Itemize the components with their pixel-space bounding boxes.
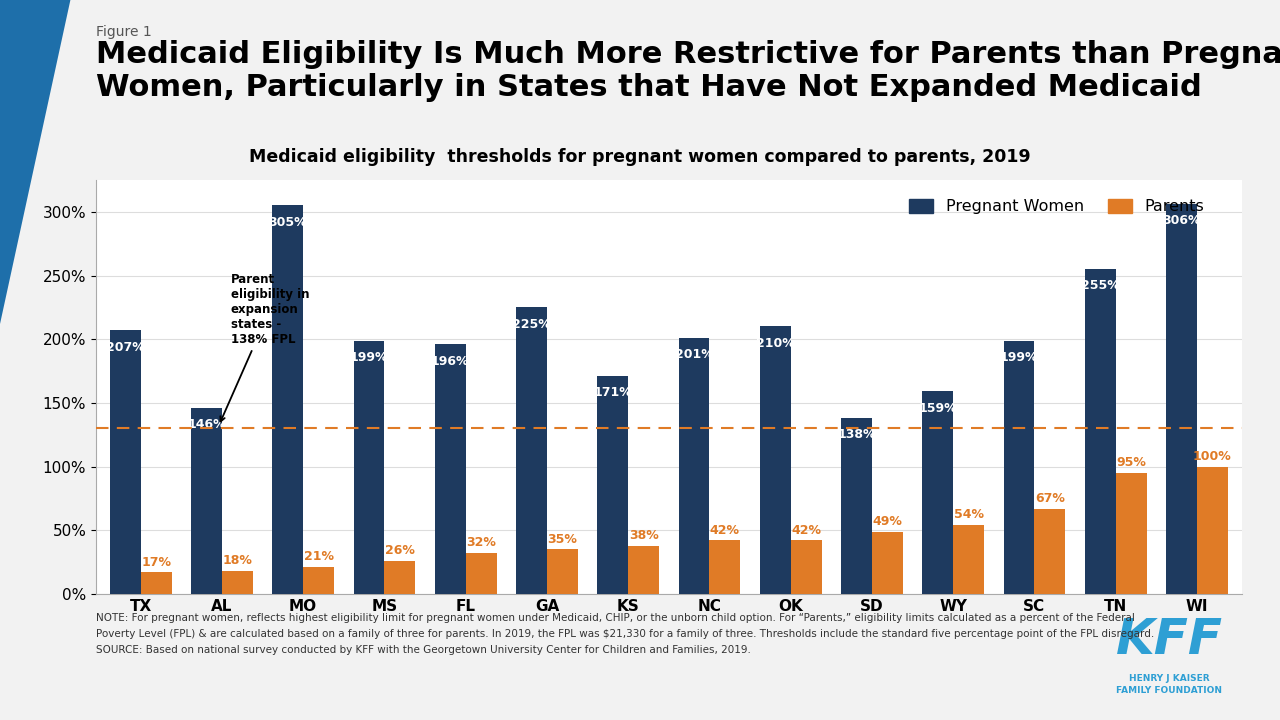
Text: SOURCE: Based on national survey conducted by KFF with the Georgetown University: SOURCE: Based on national survey conduct… xyxy=(96,645,751,655)
Bar xyxy=(628,546,659,594)
Bar xyxy=(923,392,954,594)
Text: 17%: 17% xyxy=(141,556,172,569)
Bar xyxy=(1004,341,1034,594)
Text: 42%: 42% xyxy=(710,523,740,536)
Text: 35%: 35% xyxy=(548,533,577,546)
Text: Poverty Level (FPL) & are calculated based on a family of three for parents. In : Poverty Level (FPL) & are calculated bas… xyxy=(96,629,1155,639)
Bar xyxy=(384,561,415,594)
Text: NOTE: For pregnant women, reflects highest eligibility limit for pregnant women : NOTE: For pregnant women, reflects highe… xyxy=(96,613,1135,624)
Text: 255%: 255% xyxy=(1080,279,1120,292)
Text: 199%: 199% xyxy=(1000,351,1038,364)
Bar xyxy=(547,549,577,594)
Text: 210%: 210% xyxy=(756,337,795,350)
Bar xyxy=(303,567,334,594)
Text: Figure 1: Figure 1 xyxy=(96,25,152,39)
Bar xyxy=(598,376,628,594)
Bar xyxy=(221,571,253,594)
Text: 100%: 100% xyxy=(1193,450,1231,463)
Text: 42%: 42% xyxy=(791,523,820,536)
Bar xyxy=(841,418,872,594)
Text: HENRY J KAISER
FAMILY FOUNDATION: HENRY J KAISER FAMILY FOUNDATION xyxy=(1116,674,1222,695)
Text: 305%: 305% xyxy=(269,216,307,229)
Bar xyxy=(273,205,303,594)
Text: 146%: 146% xyxy=(187,418,225,431)
Bar xyxy=(191,408,221,594)
Bar xyxy=(1116,473,1147,594)
Bar xyxy=(1197,467,1228,594)
Text: 38%: 38% xyxy=(628,528,658,541)
Bar xyxy=(1034,508,1065,594)
Text: 159%: 159% xyxy=(919,402,957,415)
Text: 32%: 32% xyxy=(466,536,497,549)
Text: Medicaid eligibility  thresholds for pregnant women compared to parents, 2019: Medicaid eligibility thresholds for preg… xyxy=(250,148,1030,166)
Text: 49%: 49% xyxy=(873,515,902,528)
Text: 306%: 306% xyxy=(1162,215,1201,228)
Bar xyxy=(1084,269,1116,594)
Bar xyxy=(1166,204,1197,594)
Text: Parent
eligibility in
expansion
states -
138% FPL: Parent eligibility in expansion states -… xyxy=(220,273,310,421)
Bar xyxy=(435,344,466,594)
Bar xyxy=(516,307,547,594)
Bar xyxy=(110,330,141,594)
Text: Medicaid Eligibility Is Much More Restrictive for Parents than Pregnant
Women, P: Medicaid Eligibility Is Much More Restri… xyxy=(96,40,1280,102)
Text: 26%: 26% xyxy=(385,544,415,557)
Bar xyxy=(466,553,497,594)
Text: 21%: 21% xyxy=(303,550,334,564)
Text: 171%: 171% xyxy=(594,387,632,400)
Text: 67%: 67% xyxy=(1036,492,1065,505)
Text: 225%: 225% xyxy=(512,318,550,330)
Bar xyxy=(954,525,984,594)
Bar xyxy=(791,541,822,594)
Bar xyxy=(872,531,902,594)
Bar xyxy=(353,341,384,594)
Bar xyxy=(760,326,791,594)
Text: 18%: 18% xyxy=(223,554,252,567)
Text: 196%: 196% xyxy=(431,354,470,367)
Bar xyxy=(141,572,172,594)
Legend: Pregnant Women, Parents: Pregnant Women, Parents xyxy=(902,192,1211,220)
Text: 201%: 201% xyxy=(675,348,713,361)
Text: 54%: 54% xyxy=(954,508,983,521)
Text: KFF: KFF xyxy=(1116,616,1222,665)
Bar xyxy=(678,338,709,594)
Text: 207%: 207% xyxy=(106,341,145,354)
Text: 95%: 95% xyxy=(1116,456,1146,469)
Text: 138%: 138% xyxy=(837,428,876,441)
Bar xyxy=(709,541,740,594)
Text: 199%: 199% xyxy=(349,351,388,364)
